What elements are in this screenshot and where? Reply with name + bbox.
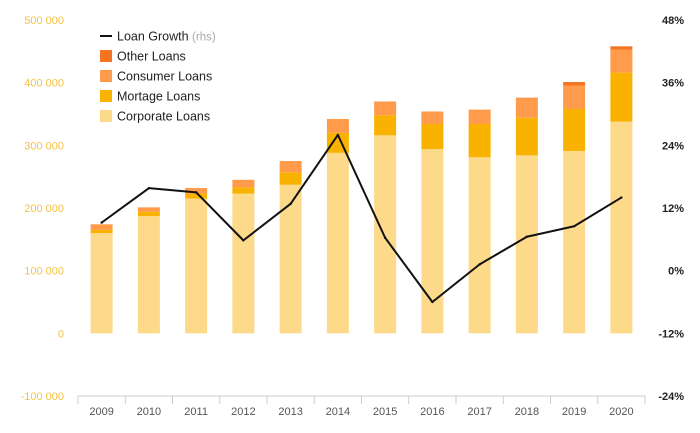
bar-segment [610, 121, 633, 334]
bar-segment [326, 152, 349, 334]
bar-segment [468, 124, 491, 158]
bar-segment [515, 155, 538, 334]
bar-segment [374, 101, 397, 116]
y2-tick-label: -24% [658, 391, 684, 403]
legend-swatch [100, 90, 112, 102]
bar-segment [137, 216, 160, 334]
loan-growth-point [194, 191, 198, 194]
bar-segment [610, 72, 633, 122]
legend-swatch [100, 70, 112, 82]
y-tick-label: 200 000 [24, 203, 64, 215]
bar-segment [137, 207, 160, 212]
bar-segment [563, 85, 586, 109]
loan-growth-point [572, 225, 576, 228]
y2-tick-label: 12% [662, 203, 684, 215]
bar-segment [185, 198, 208, 334]
y2-tick-label: 24% [662, 140, 684, 152]
y-tick-label: -100 000 [21, 391, 64, 403]
bar-segment [468, 109, 491, 125]
bar-segment [468, 157, 491, 334]
bar-segment [563, 150, 586, 334]
loan-growth-point [100, 221, 103, 224]
x-axis: 2009 2010 2011 2012 2013 2014 2015 2016 2017 2018… [77, 395, 646, 418]
legend: Loan Growth (rhs) Other Loans Consumer Loa… [100, 30, 216, 124]
x-tick-label: 2011 [184, 406, 208, 418]
y2-tick-label: 48% [662, 15, 684, 27]
legend-label: Corporate Loans [117, 110, 210, 124]
bar-segment [185, 193, 208, 199]
bar-segment [610, 49, 633, 73]
left-axis: 500 000 400 000 300 000 200 000 100 000 0 -100… [21, 15, 64, 403]
y-tick-label: 500 000 [24, 15, 64, 27]
bar-segment [563, 82, 586, 86]
loan-growth-point [147, 186, 151, 190]
legend-label: Other Loans [117, 50, 186, 64]
y2-tick-label: 0% [668, 266, 684, 278]
x-tick-label: 2010 [137, 406, 161, 418]
bar-segment [279, 184, 302, 334]
x-tick-label: 2014 [326, 406, 350, 418]
legend-label-loan-growth: Loan Growth (rhs) [117, 30, 216, 44]
bar-segment [421, 149, 444, 334]
bar-segment [232, 179, 255, 188]
bar-segment [515, 98, 538, 118]
bar-segment [90, 233, 113, 334]
bar-segment [185, 187, 208, 194]
x-tick-label: 2018 [515, 406, 539, 418]
x-tick-label: 2020 [609, 406, 633, 418]
loan-growth-point [431, 300, 434, 304]
loan-growth-point [478, 263, 481, 266]
bar-segment [421, 111, 444, 125]
x-tick-label: 2013 [278, 406, 302, 418]
plot-area [90, 46, 633, 334]
loan-growth-point [336, 133, 340, 137]
bar-segment [421, 124, 444, 150]
bar-segment [326, 119, 349, 133]
y2-tick-label: 36% [662, 78, 684, 90]
bar-segment [374, 135, 397, 334]
y-tick-label: 400 000 [24, 78, 64, 90]
legend-swatch [100, 50, 112, 62]
bar-segment [610, 46, 633, 50]
x-tick-label: 2017 [467, 406, 491, 418]
bar-segment [515, 97, 538, 99]
y2-tick-label: -12% [658, 328, 684, 340]
legend-label: Consumer Loans [117, 70, 212, 84]
bar-segment [279, 161, 302, 173]
bar-segment [279, 172, 302, 185]
legend-swatch [100, 110, 112, 122]
y-tick-label: 0 [58, 328, 64, 340]
x-tick-label: 2019 [562, 406, 586, 418]
y-tick-label: 300 000 [24, 140, 64, 152]
x-tick-label: 2016 [420, 406, 444, 418]
x-tick-label: 2009 [89, 406, 113, 418]
loan-growth-point [242, 239, 245, 242]
loan-growth-point [525, 235, 529, 238]
bar-segment [90, 224, 113, 230]
x-tick-label: 2015 [373, 406, 397, 418]
bar-segment [515, 117, 538, 156]
loan-growth-point [289, 202, 292, 206]
x-tick-label: 2012 [231, 406, 255, 418]
loan-growth-point [383, 236, 387, 239]
right-axis: 48% 36% 24% 12% 0% -12% -24% [658, 15, 684, 403]
legend-label: Mortage Loans [117, 90, 200, 104]
bar-segment [90, 229, 113, 234]
bar-segment [232, 187, 255, 194]
loan-growth-point [620, 196, 623, 199]
loan-growth-line [101, 133, 622, 303]
bar-segment [137, 211, 160, 217]
bar-segment [232, 193, 255, 334]
bar-segment [563, 108, 586, 151]
y-tick-label: 100 000 [24, 266, 64, 278]
bar-segment [374, 115, 397, 136]
